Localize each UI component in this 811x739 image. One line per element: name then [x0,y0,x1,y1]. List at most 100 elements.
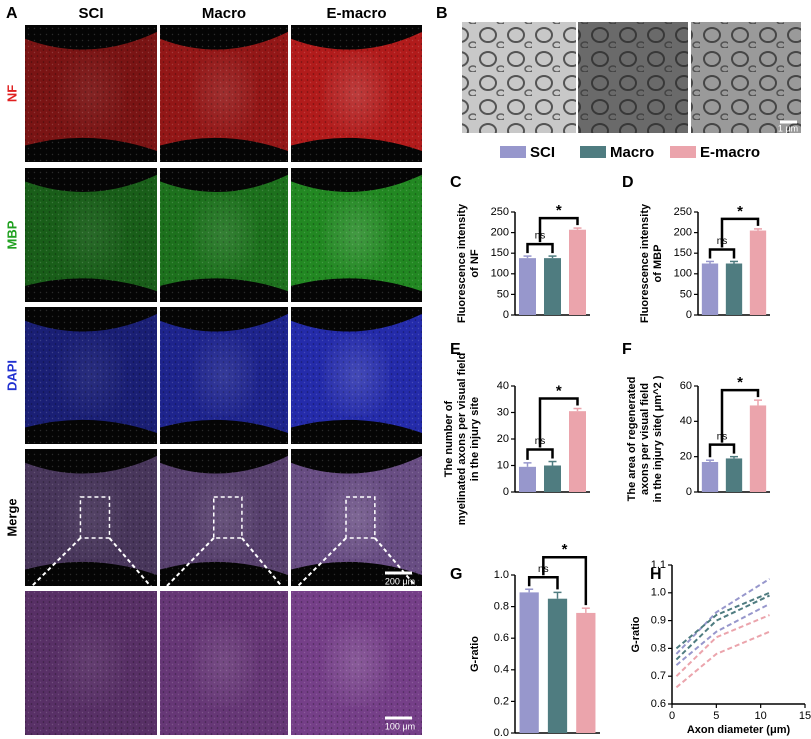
annotation: * [562,541,568,558]
column-header: SCI [78,5,103,22]
bar [569,229,586,315]
scale-bar-label: 1 μm [778,123,798,133]
glow [58,334,124,417]
glow [323,52,390,135]
y-tick-label: 1.1 [651,559,666,571]
bar [547,598,568,733]
y-tick-label: 0 [686,486,692,498]
bar [569,411,586,492]
y-axis-label: G-ratio [469,636,481,672]
legend-swatch [580,146,606,158]
column-header: E-macro [326,5,386,22]
glow [323,334,390,417]
bracket [708,443,736,458]
bracket [542,555,588,606]
scale-bar-label: 200 μm [385,576,415,586]
y-tick-label: 0.6 [651,698,666,710]
panel-label: G [450,566,462,583]
glow [323,194,390,276]
fit-line [675,630,770,689]
glow [192,619,256,707]
y-axis-label: The area of regenerated [626,377,638,502]
x-tick-label: 0 [669,710,675,722]
bar [725,458,743,492]
scale-bar-label: 100 μm [385,721,415,731]
glow [192,194,256,276]
y-tick-label: 40 [680,415,692,427]
y-axis-label: of MBP [652,245,664,283]
y-tick-label: 100 [491,268,509,280]
y-tick-label: 250 [674,206,692,218]
row-label: NF [4,85,19,102]
bracket [720,217,760,248]
y-tick-label: 60 [680,380,692,392]
y-tick-label: 1.0 [651,587,666,599]
y-tick-label: 40 [497,380,509,392]
y-tick-label: 0.8 [651,642,666,654]
annotation: * [737,374,743,391]
zoom-line [28,537,82,590]
y-axis-label: G-ratio [630,616,642,652]
glow [192,334,256,417]
fit-line [675,594,770,661]
annotation: * [737,203,743,220]
column-header: Macro [202,5,246,22]
bar [519,466,536,492]
panel-label: F [622,341,632,358]
glow [192,476,256,559]
legend-label: Macro [610,144,654,161]
y-tick-label: 0 [686,309,692,321]
y-tick-label: 0.9 [651,615,666,627]
y-tick-label: 0.0 [494,727,509,739]
y-tick-label: 50 [680,288,692,300]
glow [58,476,124,559]
bracket [527,575,559,590]
y-tick-label: 0 [503,309,509,321]
bracket [526,448,554,460]
zoom-box [345,496,376,539]
bar [519,592,539,733]
bar [701,461,719,492]
y-tick-label: 0 [503,486,509,498]
legend-label: SCI [530,144,555,161]
legend-swatch [670,146,696,158]
y-tick-label: 20 [680,451,692,463]
bar [576,612,596,733]
zoom-line [163,537,215,590]
x-tick-label: 5 [713,710,719,722]
row-label: Merge [4,498,19,536]
y-axis-label: in the injury site [469,397,481,481]
x-tick-label: 10 [755,710,767,722]
glow [58,619,124,707]
y-tick-label: 1.0 [494,569,509,581]
bracket [538,397,579,448]
x-axis-label: Axon diameter (μm) [687,724,791,736]
fit-line [675,578,771,655]
bar [544,465,561,492]
tem-texture [691,22,801,133]
y-tick-label: 250 [491,206,509,218]
zoom-box [79,496,111,539]
glow [323,619,390,707]
glow [323,476,390,559]
y-tick-label: 150 [674,247,692,259]
y-axis-label: Fluorescence intensity [456,203,468,323]
panel-label: C [450,174,462,191]
annotation: * [556,202,562,219]
bracket [526,242,554,254]
y-tick-label: 200 [491,227,509,239]
y-tick-label: 100 [674,268,692,280]
bar [519,258,536,315]
y-axis-label: of NF [469,249,481,277]
bracket [708,248,736,259]
y-tick-label: 0.4 [494,664,509,676]
y-tick-label: 0.8 [494,601,509,613]
bracket [720,388,760,443]
bar [701,263,719,315]
annotation: * [556,382,562,399]
bracket [538,216,579,243]
row-label: MBP [4,220,19,249]
fit-line [675,603,770,666]
y-tick-label: 50 [497,288,509,300]
